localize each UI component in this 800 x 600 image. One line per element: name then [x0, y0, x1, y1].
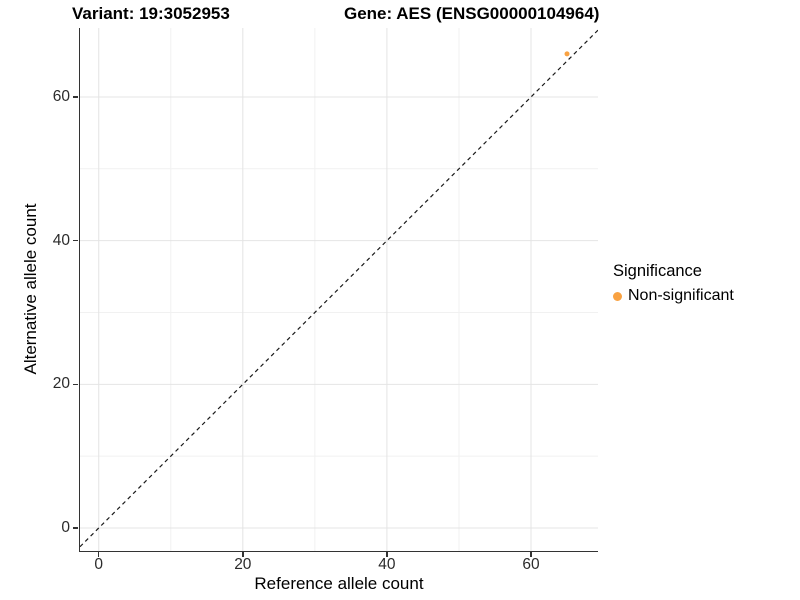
- y-tick-mark: [73, 383, 78, 386]
- x-tick-mark: [97, 551, 100, 557]
- plot-title-gene: Gene: AES (ENSG00000104964): [344, 4, 600, 23]
- x-axis-title: Reference allele count: [254, 574, 424, 593]
- plot-canvas: [79, 28, 598, 551]
- x-tick-label: 40: [378, 556, 396, 573]
- x-tick-mark: [386, 551, 388, 557]
- x-tick-label: 20: [234, 556, 252, 573]
- legend-item-label: Non-significant: [628, 287, 734, 304]
- legend: Significance Non-significant: [613, 262, 734, 305]
- y-tick-mark: [73, 527, 78, 529]
- legend-point-icon: [613, 291, 622, 301]
- identity-line: [79, 29, 598, 548]
- y-tick-mark: [73, 96, 78, 98]
- x-tick-mark: [242, 551, 244, 557]
- plot-title-variant: Variant: 19:3052953: [72, 4, 230, 23]
- y-tick-label: 0: [61, 519, 70, 536]
- x-tick-mark: [530, 551, 532, 557]
- legend-title: Significance: [613, 262, 702, 280]
- legend-item: Non-significant: [613, 287, 734, 305]
- y-tick-label: 40: [52, 231, 70, 249]
- y-tick-mark: [73, 239, 78, 242]
- plot-panel: [78, 28, 598, 552]
- data-point: [564, 51, 570, 57]
- y-axis-title: Alternative allele count: [21, 203, 40, 375]
- y-tick-label: 20: [52, 375, 70, 393]
- legend-items: Non-significant: [613, 287, 734, 305]
- x-tick-label: 0: [94, 556, 104, 573]
- y-tick-label: 60: [52, 87, 70, 105]
- x-tick-label: 60: [522, 556, 540, 573]
